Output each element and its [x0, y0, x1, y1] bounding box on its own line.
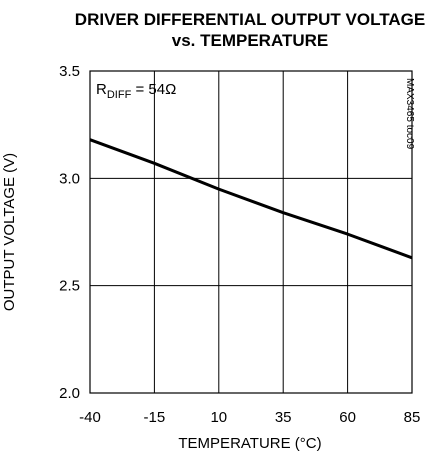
x-tick-label: 85 [404, 409, 421, 426]
rdiff-subscript: DIFF [107, 89, 132, 101]
x-axis-label: TEMPERATURE (°C) [178, 435, 321, 452]
rdiff-suffix: = 54Ω [131, 81, 176, 98]
x-tick-label: -40 [79, 409, 101, 426]
plot-frame [90, 71, 412, 393]
chart-grid [90, 71, 412, 393]
series-line [90, 140, 412, 258]
x-tick-label: -15 [144, 409, 166, 426]
series-group [90, 140, 412, 258]
y-tick-labels: 2.0 2.5 3.0 3.5 [59, 63, 80, 402]
rdiff-prefix: R [96, 81, 107, 98]
chart-title-line2: vs. TEMPERATURE [172, 31, 329, 50]
chart-title-line1: DRIVER DIFFERENTIAL OUTPUT VOLTAGE [75, 10, 425, 29]
y-tick-label: 2.0 [59, 385, 80, 402]
rdiff-annotation: RDIFF = 54Ω [96, 81, 176, 101]
x-tick-label: 35 [275, 409, 292, 426]
x-tick-labels: -40 -15 10 35 60 85 [79, 409, 420, 426]
x-tick-label: 10 [210, 409, 227, 426]
x-tick-label: 60 [339, 409, 356, 426]
y-axis-label: OUTPUT VOLTAGE (V) [1, 153, 18, 311]
y-tick-label: 2.5 [59, 278, 80, 295]
figure-code-label: MAX3465 toc09 [404, 78, 415, 150]
y-tick-label: 3.0 [59, 170, 80, 187]
y-tick-label: 3.5 [59, 63, 80, 80]
